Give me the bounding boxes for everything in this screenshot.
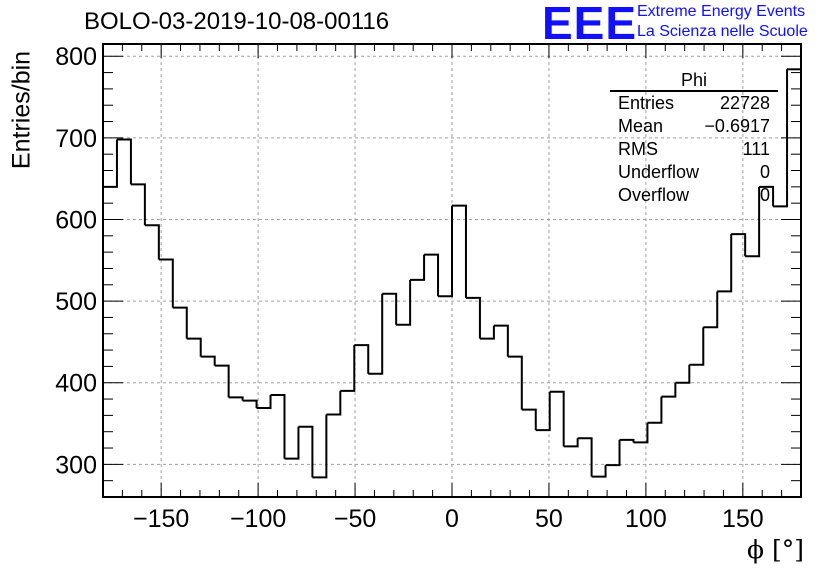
histogram-bin	[731, 233, 747, 257]
stats-value: 111	[742, 139, 770, 159]
histogram-bin	[675, 364, 691, 384]
histogram-bin	[549, 390, 565, 447]
histogram-bin	[326, 390, 342, 416]
stats-row-entries: Entries 22728	[610, 92, 778, 115]
stats-label: Mean	[618, 116, 664, 136]
stats-label: RMS	[618, 139, 658, 159]
histogram-bin	[647, 396, 663, 424]
histogram-bin	[479, 325, 495, 340]
stats-row-underflow: Underflow 0	[610, 161, 778, 184]
histogram-bin	[535, 391, 551, 432]
y-tick-label: 700	[55, 125, 97, 153]
histogram-bin	[773, 69, 789, 208]
histogram-bin	[103, 139, 118, 188]
histogram-bin	[130, 183, 146, 226]
y-tick-label: 500	[55, 288, 97, 316]
x-tick-label: −100	[230, 505, 286, 533]
x-tick-label: 50	[535, 505, 563, 533]
histogram-bin	[340, 345, 356, 392]
histogram-bin	[493, 324, 509, 357]
histogram-bin	[438, 205, 453, 298]
stats-value: 0	[759, 185, 770, 205]
histogram-bin	[158, 258, 174, 308]
histogram-bin	[591, 465, 607, 478]
stats-label: Underflow	[618, 162, 700, 182]
x-tick-label: −50	[334, 505, 376, 533]
histogram-bin	[312, 414, 328, 479]
stats-box: Phi Entries 22728 Mean −0.6917 RMS 111 U…	[610, 70, 778, 207]
histogram-bin	[144, 224, 160, 260]
x-axis-label: ϕ [°]	[747, 535, 804, 564]
y-tick-label: 600	[55, 206, 97, 234]
histogram-bin	[410, 254, 426, 281]
y-tick-label: 400	[55, 370, 97, 398]
y-tick-label: 300	[55, 451, 97, 479]
stats-row-mean: Mean −0.6917	[610, 115, 778, 138]
histogram-bin	[214, 364, 230, 398]
eee-logo-text: EEE	[542, 0, 638, 49]
histogram-bin	[452, 204, 467, 298]
histogram-bin	[298, 425, 314, 478]
histogram-bin	[521, 408, 537, 431]
stats-row-rms: RMS 111	[610, 138, 778, 161]
x-tick-label: −150	[133, 505, 189, 533]
eee-logo-line2: La Scienza nelle Scuole	[637, 23, 808, 40]
histogram-bin	[689, 327, 705, 366]
histogram-bin	[256, 394, 272, 410]
histogram-bin	[703, 291, 719, 329]
x-tick-label: 100	[625, 505, 667, 533]
histogram-bin	[116, 138, 132, 185]
stats-value: −0.6917	[704, 116, 770, 136]
stats-value: 22728	[719, 93, 770, 113]
histogram-bin	[228, 396, 244, 401]
stats-row-overflow: Overflow 0	[610, 184, 778, 207]
histogram-bin	[186, 337, 202, 357]
histogram-bin	[172, 306, 188, 339]
histogram-bin	[633, 422, 649, 444]
y-tick-label: 800	[55, 43, 97, 71]
histogram-bin	[507, 355, 523, 410]
histogram-bin	[759, 185, 775, 207]
histogram-bin	[745, 186, 761, 258]
stats-value: 0	[759, 162, 770, 182]
stats-label: Entries	[618, 93, 675, 113]
histogram-bin	[270, 393, 286, 459]
histogram-bin	[242, 399, 258, 409]
x-tick-label: 150	[722, 505, 764, 533]
x-tick-label: 0	[445, 505, 459, 533]
histogram-bin	[465, 296, 481, 339]
histogram-bin	[424, 253, 440, 297]
histogram-bin	[368, 293, 384, 375]
stats-title: Phi	[610, 70, 778, 92]
histogram-bin	[619, 438, 635, 443]
histogram-bin	[354, 344, 370, 374]
histogram-bin	[661, 382, 677, 398]
histogram-bin	[382, 292, 398, 325]
histogram-bin	[717, 234, 733, 293]
histogram-bin	[200, 355, 216, 366]
chart-title: BOLO-03-2019-10-08-00116	[84, 8, 390, 35]
histogram-bin	[605, 439, 621, 467]
stats-label: Overflow	[618, 185, 690, 205]
histogram-bin	[396, 279, 412, 326]
eee-logo-line1: Extreme Energy Events	[637, 3, 806, 20]
histogram-bin	[577, 437, 593, 477]
histogram-bin	[284, 426, 300, 460]
histogram-bin	[563, 438, 579, 448]
